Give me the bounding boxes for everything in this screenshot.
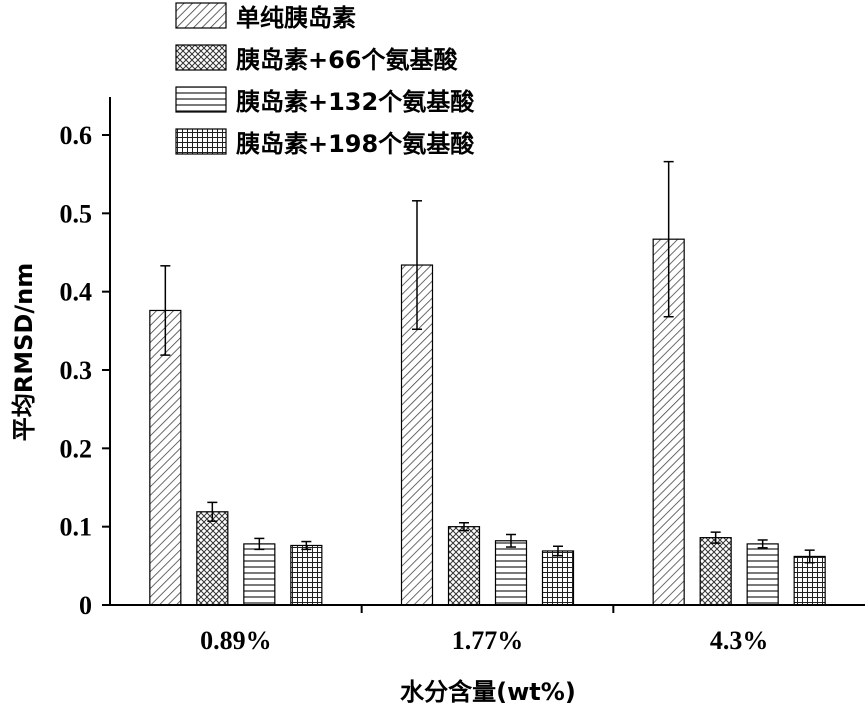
x-axis-title: 水分含量(wt%) [400,678,576,706]
bar [541,550,575,606]
bar [243,543,276,606]
legend-swatch [175,44,227,71]
error-bar [207,501,218,522]
y-tick-label: 0.5 [60,199,93,228]
bar [699,537,732,606]
x-tick-label: 0.89% [200,626,272,655]
x-tick-label: 1.77% [452,626,524,655]
bars [149,238,826,606]
legend-item: 胰岛素+132个氨基酸 [175,86,475,116]
error-bars [160,160,815,564]
y-tick-label: 0.3 [60,356,93,385]
bar [793,555,826,606]
error-bar [553,545,563,557]
y-ticks: 0 0.1 0.2 0.3 0.4 0.5 0.6 [60,121,110,620]
legend-item: 胰岛素+66个氨基酸 [175,44,459,74]
y-tick-label: 0.1 [60,513,93,542]
error-bar [506,533,516,548]
bar [447,526,481,606]
error-bar [412,200,422,331]
y-tick-label: 0.2 [60,434,93,463]
bar [746,543,779,606]
error-bar [459,522,469,532]
legend-label: 胰岛素+132个氨基酸 [236,88,475,116]
error-bar [254,537,265,551]
bar [494,540,528,606]
bar [149,309,182,606]
x-tick-labels: 0.89% 1.77% 4.3% [200,605,768,655]
error-bar [301,540,312,551]
legend-swatch [175,86,227,113]
y-tick-label: 0 [79,591,92,620]
y-axis-title: 平均RMSD/nm [10,263,38,441]
legend-label: 胰岛素+66个氨基酸 [236,46,459,74]
error-bar [663,160,674,318]
legend-item: 单纯胰岛素 [175,2,356,32]
error-bar [804,549,815,564]
legend-swatch [175,2,227,29]
legend-swatch [175,128,227,155]
error-bar [160,265,171,356]
x-tick-label: 4.3% [710,626,769,655]
error-bar [757,539,768,549]
legend-label: 胰岛素+198个氨基酸 [236,130,475,158]
y-tick-label: 0.4 [60,278,93,307]
bar [196,511,229,606]
legend-label: 单纯胰岛素 [236,4,356,32]
error-bar [710,531,721,544]
y-tick-label: 0.6 [60,121,93,150]
legend-item: 胰岛素+198个氨基酸 [175,128,475,158]
bar [290,544,323,606]
